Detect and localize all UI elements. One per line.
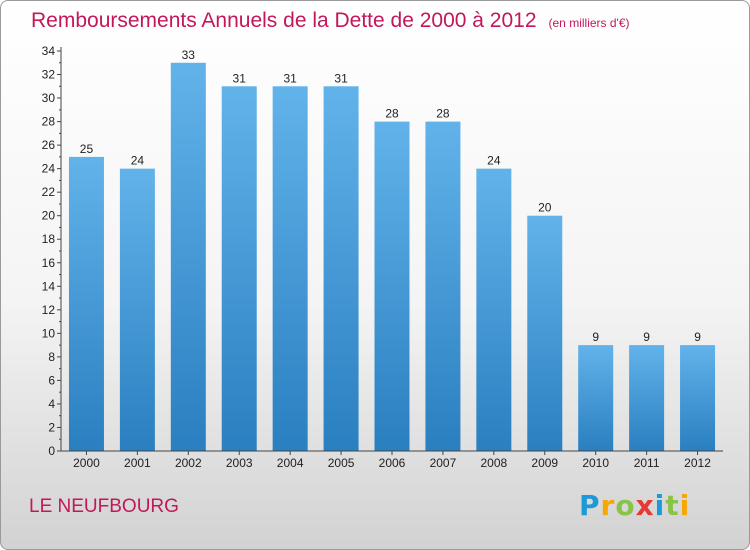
y-tick-label-32: 32: [42, 68, 56, 82]
chart-title: Remboursements Annuels de la Dette de 20…: [31, 9, 630, 33]
logo-letter: o: [615, 489, 636, 522]
bar-2003: [221, 86, 257, 451]
bar-2000: [68, 156, 104, 451]
bar-2002: [170, 62, 206, 451]
x-tick-label-2004: 2004: [277, 456, 304, 470]
y-tick-label-16: 16: [42, 256, 56, 270]
chart-title-text: Remboursements Annuels de la Dette de 20…: [31, 9, 537, 32]
bar-2008: [476, 168, 512, 451]
commune-name: LE NEUFBOURG: [29, 496, 179, 517]
x-tick-label-2000: 2000: [73, 456, 100, 470]
bar-2005: [323, 86, 359, 451]
y-tick-label-10: 10: [42, 326, 56, 340]
y-tick-label-14: 14: [42, 279, 56, 293]
value-label-2004: 31: [283, 71, 297, 85]
logo-letter: r: [600, 489, 616, 522]
y-tick-label-2: 2: [48, 420, 55, 434]
logo-letter: t: [665, 489, 680, 522]
bar-2006: [374, 121, 410, 452]
y-tick-label-20: 20: [42, 209, 56, 223]
y-tick-label-24: 24: [42, 162, 56, 176]
bar-2011: [629, 345, 665, 451]
value-label-2009: 20: [538, 201, 552, 215]
x-tick-label-2011: 2011: [634, 456, 660, 470]
value-label-2002: 33: [182, 48, 196, 62]
bars-group: 25 24 33 31 31 31 28 28 24 20 9 9 9: [68, 48, 716, 452]
bar-2007: [425, 121, 461, 452]
x-tick-label-2001: 2001: [124, 456, 151, 470]
logo-letter: P: [579, 489, 601, 522]
y-tick-label-22: 22: [42, 185, 56, 199]
value-label-2011: 9: [643, 330, 650, 344]
x-tick-label-2002: 2002: [175, 456, 202, 470]
value-label-2007: 28: [436, 107, 450, 121]
chart-unit: (en milliers d'€): [548, 16, 630, 30]
logo-letter: i: [679, 489, 691, 522]
logo-letter: x: [635, 489, 655, 522]
value-label-2001: 24: [131, 154, 145, 168]
y-tick-label-30: 30: [42, 91, 56, 105]
value-label-2010: 9: [592, 330, 599, 344]
x-tick-label-2007: 2007: [430, 456, 457, 470]
x-tick-label-2010: 2010: [582, 456, 609, 470]
value-label-2006: 28: [385, 107, 399, 121]
y-tick-label-6: 6: [48, 373, 55, 387]
value-label-2008: 24: [487, 154, 501, 168]
bar-2009: [527, 215, 563, 451]
x-tick-label-2008: 2008: [480, 456, 507, 470]
y-tick-label-28: 28: [42, 115, 56, 129]
y-tick-label-26: 26: [42, 138, 56, 152]
bar-2010: [578, 345, 614, 451]
x-tick-label-2005: 2005: [328, 456, 355, 470]
x-tick-label-2003: 2003: [226, 456, 253, 470]
y-tick-label-4: 4: [48, 397, 55, 411]
value-label-2003: 31: [233, 71, 247, 85]
bar-2004: [272, 86, 308, 451]
value-label-2005: 31: [334, 71, 348, 85]
y-tick-label-18: 18: [42, 232, 56, 246]
bar-2012: [680, 345, 716, 451]
y-tick-label-34: 34: [42, 44, 56, 58]
value-label-2012: 9: [694, 330, 701, 344]
bar-2001: [119, 168, 155, 451]
value-label-2000: 25: [80, 142, 94, 156]
logo-letter: i: [654, 489, 666, 522]
y-tick-label-12: 12: [42, 303, 56, 317]
x-tick-label-2012: 2012: [684, 456, 711, 470]
y-tick-label-8: 8: [48, 350, 55, 364]
x-tick-label-2006: 2006: [379, 456, 406, 470]
x-tick-label-2009: 2009: [531, 456, 558, 470]
proxiti-logo: Proxiti: [579, 489, 690, 522]
y-tick-label-0: 0: [48, 444, 55, 458]
